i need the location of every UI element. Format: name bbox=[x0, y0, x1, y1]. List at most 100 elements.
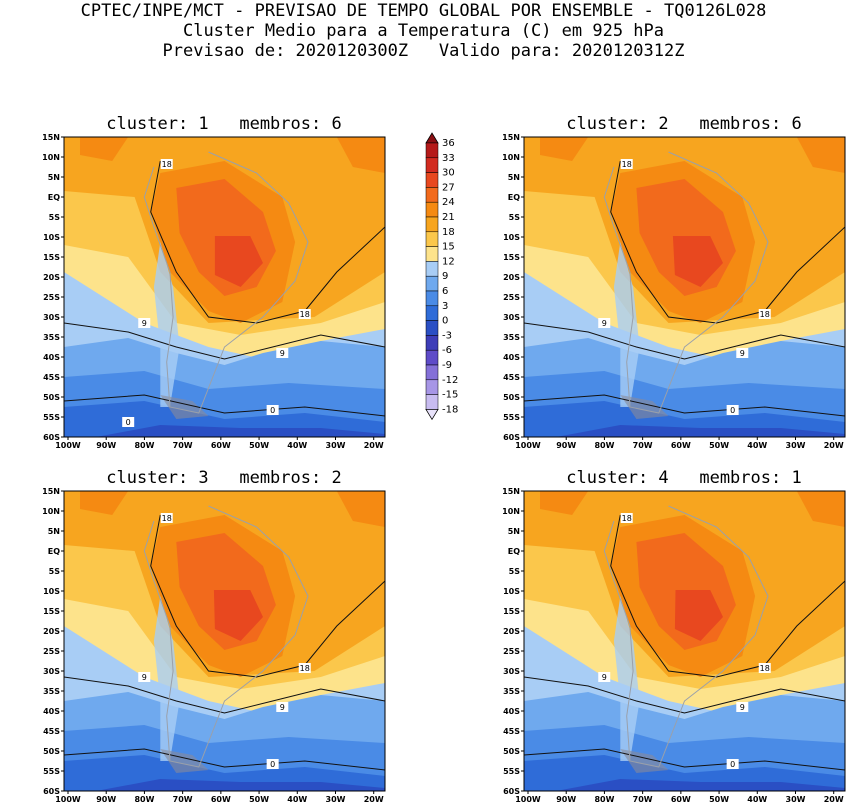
band-27-30 bbox=[213, 590, 263, 641]
contour-label: 9 bbox=[142, 319, 147, 328]
lon-label: 90W bbox=[96, 795, 116, 803]
coastline bbox=[143, 505, 309, 768]
lon-label: 100W bbox=[515, 441, 541, 450]
contour-0 bbox=[64, 394, 385, 417]
lat-label: 5S bbox=[49, 213, 61, 222]
lat-label: 25S bbox=[43, 293, 60, 302]
lat-label: 5N bbox=[508, 173, 520, 182]
lat-label: 5S bbox=[49, 567, 61, 576]
lat-label: 10N bbox=[42, 153, 60, 162]
colorbar-swatch bbox=[425, 290, 439, 307]
colorbar-swatch bbox=[425, 364, 439, 381]
contour-label-box bbox=[138, 318, 151, 328]
colorbar-label: 24 bbox=[442, 197, 455, 208]
lat-label: EQ bbox=[48, 547, 60, 556]
lat-label: 55S bbox=[43, 767, 60, 776]
contour-label: 18 bbox=[300, 664, 310, 673]
contour-label-box bbox=[736, 348, 749, 358]
contour-18 bbox=[610, 514, 845, 678]
lat-label: 60S bbox=[43, 787, 60, 796]
lat-label: 5N bbox=[48, 527, 60, 536]
lat-label: EQ bbox=[508, 193, 520, 202]
contour-label: 9 bbox=[602, 673, 607, 682]
lon-label: 80W bbox=[134, 441, 154, 450]
contour-label: 18 bbox=[162, 160, 172, 169]
main-title: CPTEC/INPE/MCT - PREVISAO DE TEMPO GLOBA… bbox=[80, 1, 767, 21]
lon-label: 90W bbox=[556, 441, 576, 450]
lat-label: 10N bbox=[42, 507, 60, 516]
band-neg bbox=[96, 425, 385, 437]
contour-label: 18 bbox=[760, 310, 770, 319]
lat-label: 40S bbox=[43, 353, 60, 362]
lat-label: 55S bbox=[503, 767, 520, 776]
contour-label-box bbox=[276, 702, 289, 712]
contour-0 bbox=[524, 748, 845, 771]
lat-label: 10N bbox=[502, 507, 520, 516]
lat-label: 35S bbox=[503, 333, 520, 342]
contour-label-box bbox=[726, 405, 739, 415]
lat-label: 30S bbox=[43, 667, 60, 676]
lat-label: 25S bbox=[503, 293, 520, 302]
colorbar-swatch bbox=[425, 172, 439, 188]
andes-cold bbox=[153, 242, 180, 407]
lon-label: 20W bbox=[364, 441, 384, 450]
contour-label-box bbox=[598, 672, 611, 682]
lat-label: 15N bbox=[502, 487, 520, 496]
colorbar-swatch bbox=[425, 201, 439, 218]
contour-label-box bbox=[736, 702, 749, 712]
lon-label: 60W bbox=[211, 795, 231, 803]
lon-label: 70W bbox=[633, 795, 653, 803]
contour-label: 0 bbox=[270, 760, 275, 769]
colorbar-swatch bbox=[425, 394, 439, 410]
nw-warm-patch bbox=[540, 137, 589, 161]
lat-label: 15S bbox=[43, 607, 60, 616]
lon-label: 50W bbox=[249, 795, 269, 803]
contour-0 bbox=[64, 748, 385, 771]
lat-label: 45S bbox=[503, 727, 520, 736]
lat-label: 5S bbox=[509, 213, 521, 222]
colorbar-label: 27 bbox=[442, 182, 455, 193]
contour-label-box bbox=[138, 672, 151, 682]
contour-label-box bbox=[298, 309, 311, 319]
ne-warm-patch bbox=[336, 137, 385, 173]
andes-cold bbox=[613, 596, 640, 761]
contour-label-box bbox=[160, 513, 173, 523]
map-panel-3: 15N 10N 5N EQ 5S 10S 15S 20S 25S 30S 35S 40S 45S 50S 5… bbox=[42, 487, 386, 803]
lon-label: 50W bbox=[709, 795, 729, 803]
lat-label: 50S bbox=[503, 393, 520, 402]
lat-label: 15N bbox=[42, 133, 60, 142]
lon-label: 20W bbox=[364, 795, 384, 803]
colorbar-swatch bbox=[425, 187, 439, 203]
lon-label: 70W bbox=[173, 795, 193, 803]
lat-label: 40S bbox=[503, 707, 520, 716]
lon-label: 40W bbox=[747, 795, 767, 803]
panel-2-title: cluster: 2 membros: 6 bbox=[566, 114, 802, 134]
colorbar-swatch bbox=[425, 305, 439, 321]
lat-label: 20S bbox=[43, 273, 60, 282]
contour-label: 18 bbox=[300, 310, 310, 319]
lon-label: 70W bbox=[173, 441, 193, 450]
colorbar-swatch bbox=[425, 349, 439, 366]
contour-label-box bbox=[758, 663, 771, 673]
lon-label: 80W bbox=[594, 441, 614, 450]
coastline bbox=[603, 151, 769, 414]
lat-label: 15N bbox=[42, 487, 60, 496]
lat-label: 50S bbox=[43, 393, 60, 402]
contour-9 bbox=[64, 676, 385, 714]
contour-label-box bbox=[620, 513, 633, 523]
lat-label: 50S bbox=[503, 747, 520, 756]
colorbar-bottom-arrow bbox=[425, 409, 439, 421]
lat-label: 5S bbox=[509, 567, 521, 576]
colorbar-label: -9 bbox=[442, 360, 452, 371]
lon-label: 20W bbox=[824, 795, 844, 803]
map-panel-4: 15N 10N 5N EQ 5S 10S 15S 20S 25S 30S 35S 40S 45S 50S 5… bbox=[502, 487, 846, 803]
map-frame bbox=[63, 136, 386, 438]
lon-label: 60W bbox=[671, 795, 691, 803]
band-27-30 bbox=[674, 590, 723, 641]
ne-warm-patch bbox=[796, 491, 845, 527]
colorbar-swatch bbox=[425, 216, 439, 233]
lat-label: EQ bbox=[48, 193, 60, 202]
band-neg bbox=[556, 779, 845, 791]
lat-label: 10S bbox=[43, 233, 60, 242]
